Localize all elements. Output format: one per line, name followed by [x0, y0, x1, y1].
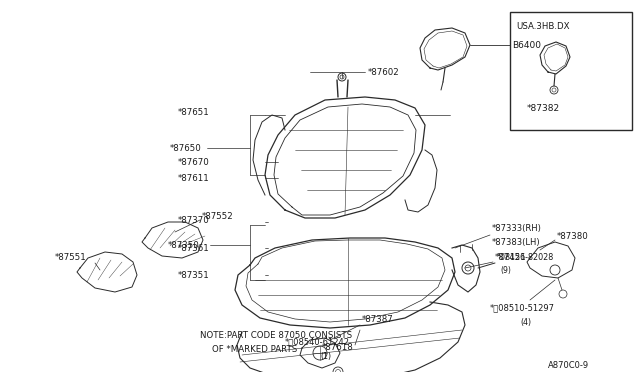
Text: *87552: *87552: [202, 212, 234, 221]
Text: A870C0-9: A870C0-9: [548, 360, 589, 369]
Text: *87451: *87451: [495, 253, 527, 263]
Bar: [510, 12, 632, 130]
Text: *87650: *87650: [170, 144, 202, 153]
Text: (1): (1): [320, 352, 331, 360]
Text: *Ⓝ08510-51297: *Ⓝ08510-51297: [490, 304, 555, 312]
Text: (9): (9): [500, 266, 511, 275]
Text: *87351: *87351: [178, 270, 210, 279]
Text: *87361: *87361: [178, 244, 210, 253]
Text: *87618: *87618: [322, 343, 354, 353]
Text: *87380: *87380: [557, 231, 589, 241]
Text: *87602: *87602: [368, 67, 400, 77]
Text: *87350: *87350: [168, 241, 200, 250]
Text: *87382: *87382: [527, 103, 560, 112]
Text: B6400: B6400: [512, 41, 541, 49]
Text: *Ⓝ08540-61242: *Ⓝ08540-61242: [285, 337, 350, 346]
Text: *87387: *87387: [362, 315, 394, 324]
Text: *87333(RH): *87333(RH): [492, 224, 542, 232]
Text: USA.3HB.DX: USA.3HB.DX: [516, 22, 570, 31]
Text: *87670: *87670: [178, 157, 210, 167]
Text: NOTE:PART CODE 87050 CONSISTS: NOTE:PART CODE 87050 CONSISTS: [200, 330, 352, 340]
Text: *87383(LH): *87383(LH): [492, 237, 541, 247]
Text: °08126-82028: °08126-82028: [496, 253, 553, 262]
Text: (4): (4): [520, 317, 531, 327]
Text: OF *MARKED PARTS: OF *MARKED PARTS: [212, 346, 297, 355]
Text: *87551: *87551: [55, 253, 87, 263]
Text: *87651: *87651: [178, 108, 210, 116]
Text: *87370: *87370: [178, 215, 210, 224]
Text: *87611: *87611: [178, 173, 210, 183]
